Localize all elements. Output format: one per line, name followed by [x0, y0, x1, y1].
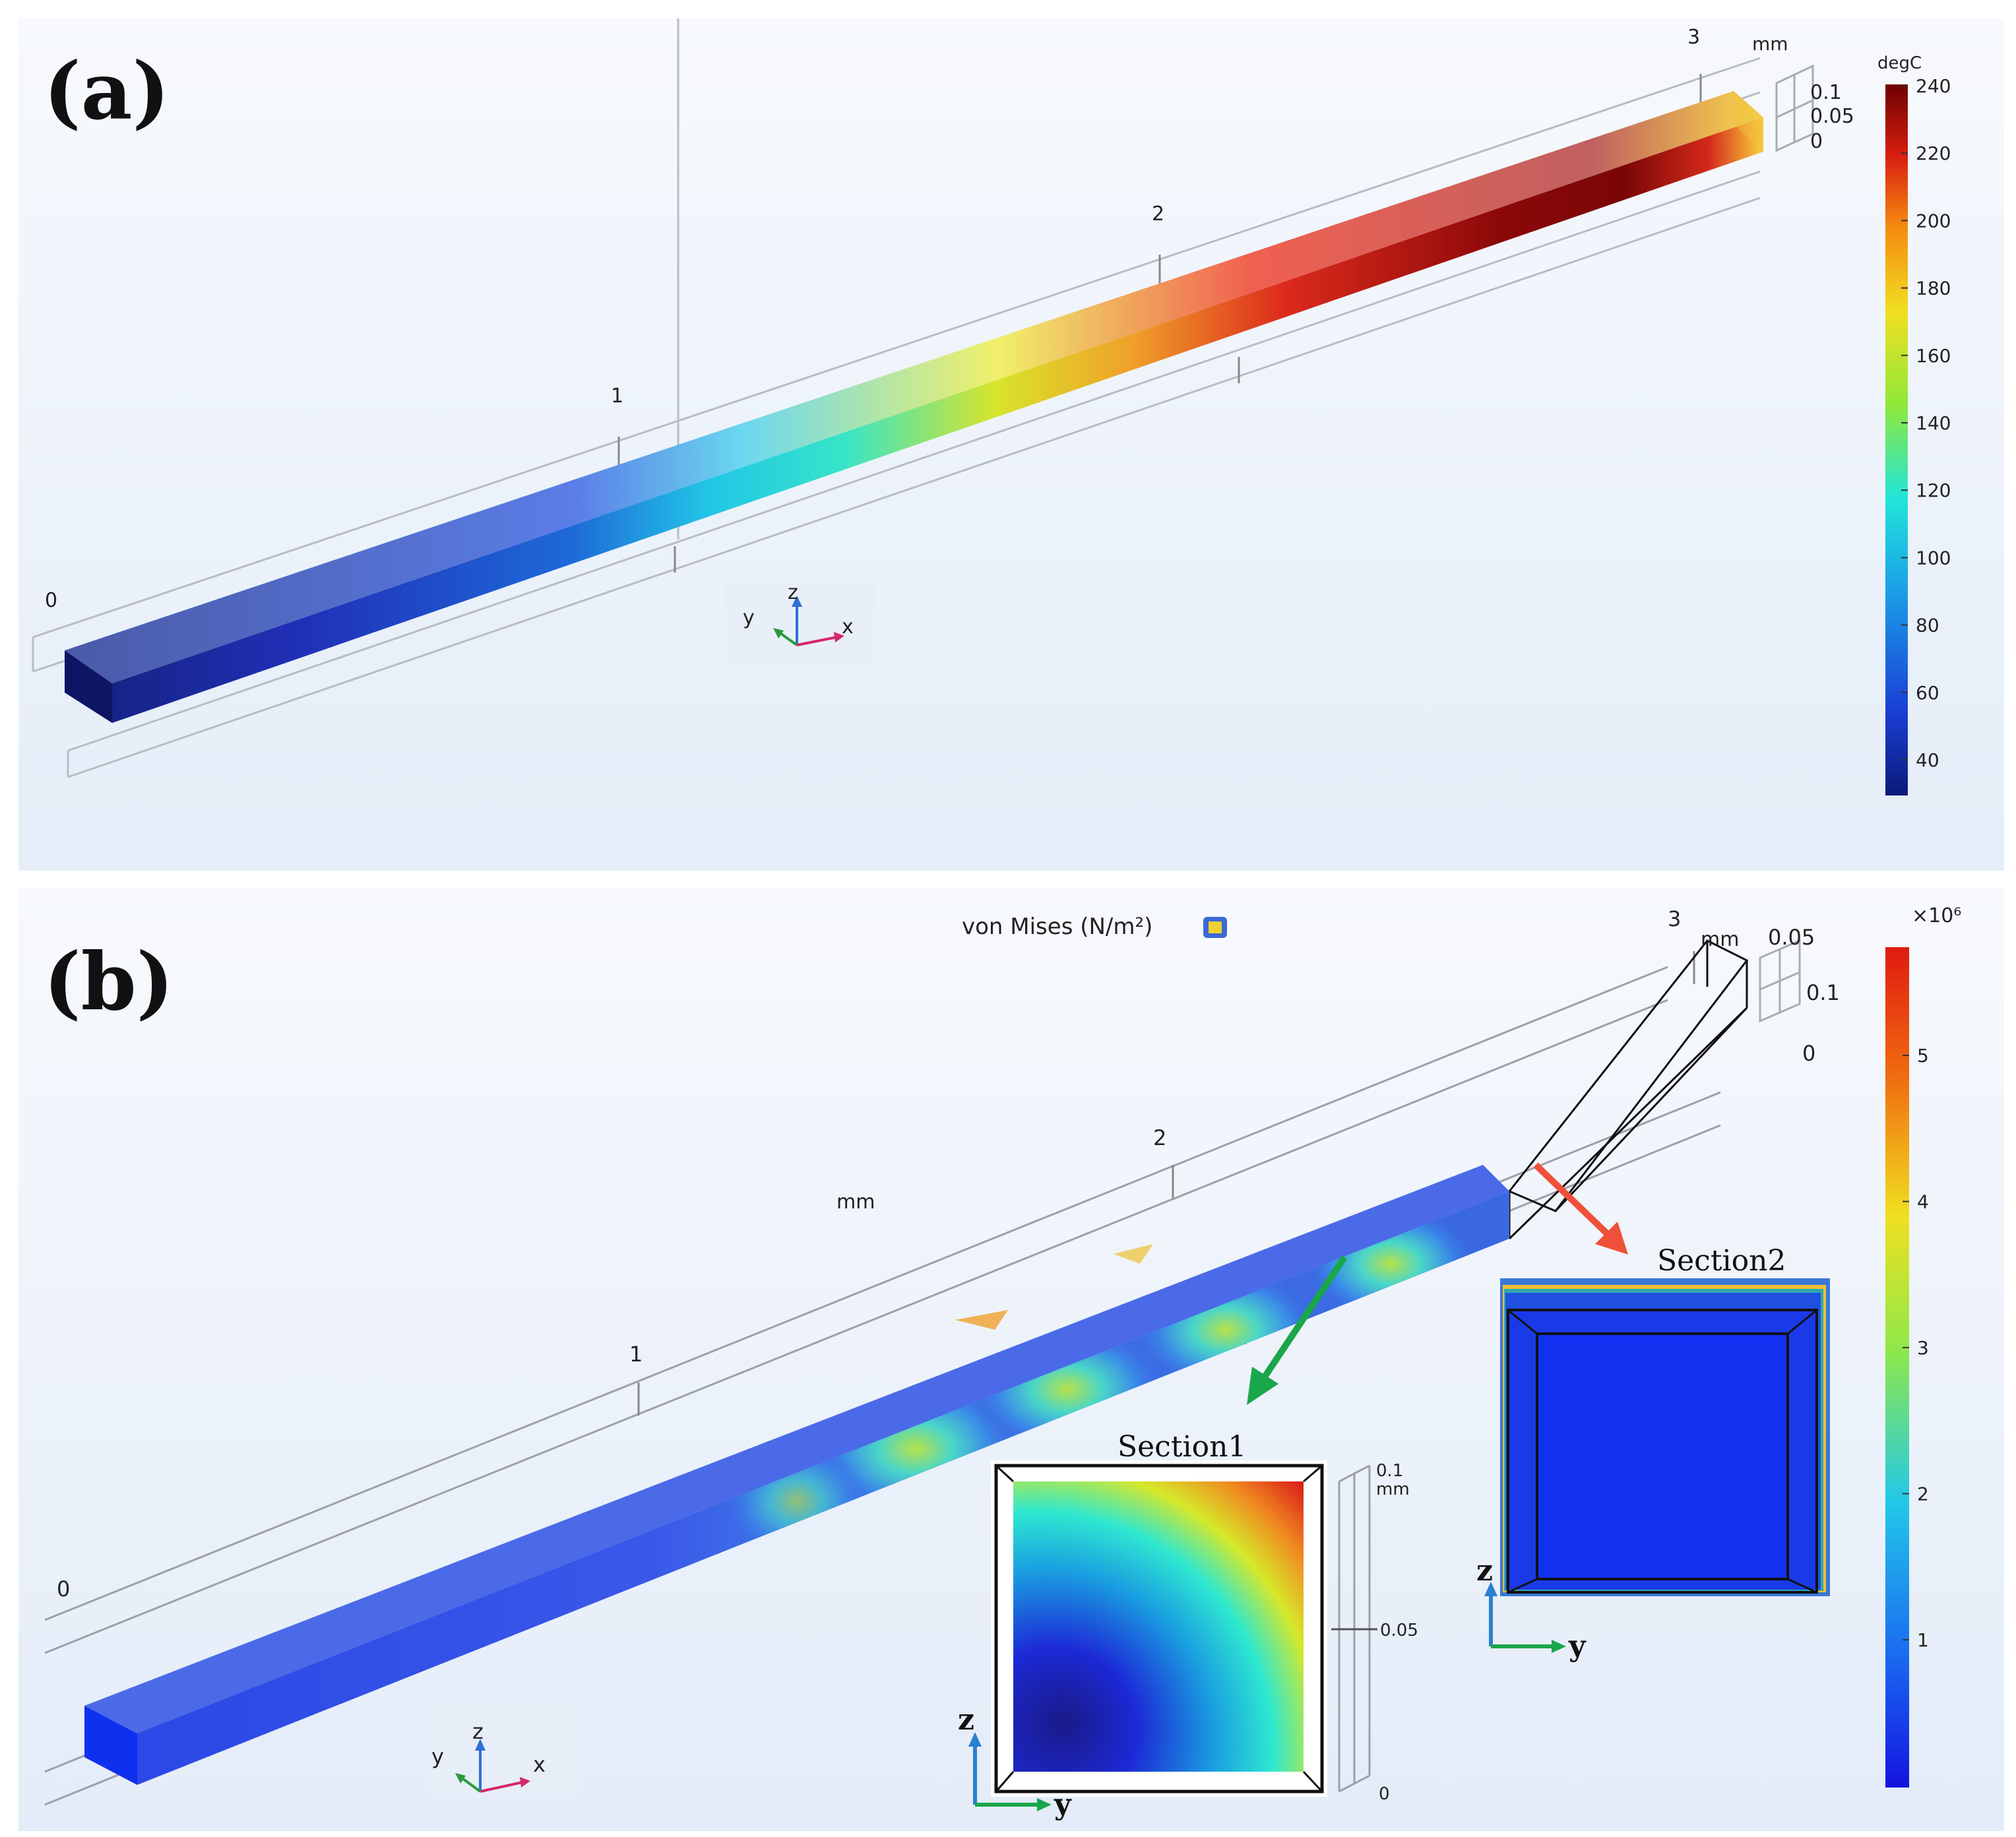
panel-a-colorbar-tick-3: 180 — [1916, 278, 1951, 299]
panel-b-beam-top-hot-2 — [1114, 1244, 1153, 1264]
panel-b-beam-top-hot — [955, 1310, 1008, 1330]
panel-a: (a) — [18, 18, 2004, 871]
section1-title: Section1 — [1118, 1430, 1246, 1464]
beam-far-end — [1734, 91, 1763, 152]
section1-axis-y: y — [1054, 1788, 1072, 1821]
section2-inset: Section2 z y — [1476, 1244, 1830, 1663]
panel-b-label: (b) — [44, 935, 174, 1028]
panel-a-colorbar-tick-1: 220 — [1916, 142, 1951, 164]
section2-axis-y: y — [1568, 1629, 1587, 1663]
section1-scale-3: 0 — [1379, 1784, 1390, 1804]
panel-b-colorbar-tick-2: 3 — [1917, 1337, 1929, 1359]
panel-b-triad-y: y — [431, 1744, 444, 1769]
panel-a-triad-z: z — [788, 581, 798, 604]
panel-a-tick-1: 1 — [611, 385, 623, 408]
panel-b-tick-3: 3 — [1668, 906, 1681, 931]
panel-a-colorbar-tick-10: 40 — [1916, 749, 1939, 771]
panel-a-triad-x: x — [842, 615, 854, 638]
panel-a-colorbar-tick-5: 140 — [1916, 412, 1951, 434]
section2-axis-z: z — [1476, 1554, 1493, 1588]
panel-b-dim-tick-2: 0 — [1802, 1041, 1815, 1066]
panel-b-colorbar-exponent: ×10⁶ — [1912, 904, 1961, 927]
section2-title: Section2 — [1657, 1244, 1786, 1278]
panel-b-empty-beam — [1507, 939, 1749, 1240]
panel-b-dim-tick-0: 0.05 — [1768, 925, 1815, 950]
panel-a-tick-2: 2 — [1152, 202, 1164, 226]
panel-a-colorbar-tick-9: 60 — [1916, 682, 1939, 704]
section1-arrow — [1247, 1255, 1348, 1405]
panel-b-mid-unit: mm — [836, 1191, 875, 1214]
section1-inset: Section1 0.1 mm 0.05 0 z y — [958, 1430, 1418, 1821]
panel-a-colorbar-unit: degC — [1877, 53, 1922, 73]
panel-b-colorbar-ticks: 5 4 3 2 1 — [1903, 1045, 1929, 1651]
panel-a-triad: z x y — [724, 579, 876, 665]
panel-b-unit: mm — [1701, 928, 1739, 951]
panel-a-tick-3: 3 — [1687, 26, 1700, 49]
section1-scale-2: 0.05 — [1380, 1621, 1418, 1640]
panel-b-colorbar-tick-4: 1 — [1917, 1629, 1929, 1651]
panel-b-tick-1: 1 — [629, 1342, 643, 1367]
panel-a-colorbar-tick-0: 240 — [1916, 75, 1951, 97]
panel-b-tick-2: 2 — [1153, 1125, 1166, 1150]
panel-a-dim-tick-1: 0.05 — [1810, 105, 1854, 128]
panel-a-figure: 0 1 2 3 mm 0.1 0.05 0 z x y degC 2402202… — [32, 18, 1951, 795]
panel-b-triad: z x y — [427, 1706, 579, 1798]
panel-a-colorbar-tick-4: 160 — [1916, 345, 1951, 367]
panel-b-colorbar-tick-1: 4 — [1917, 1191, 1929, 1213]
panel-b: (b) — [18, 888, 2004, 1831]
panel-b-title: von Mises (N/m²) — [962, 914, 1152, 940]
beam-end-face — [65, 650, 112, 723]
panel-b-triad-z: z — [472, 1719, 484, 1744]
panel-b-figure: von Mises (N/m²) 0 1 2 3 mm mm 0.05 0.1 … — [44, 904, 1961, 1821]
panel-b-beam-end — [84, 1706, 137, 1785]
section1-axis-z: z — [958, 1703, 974, 1737]
panel-a-colorbar: degC 240 220 200 180 160 140 120 100 80 60 40 — [1877, 53, 1951, 795]
panel-b-colorbar-tick-3: 2 — [1917, 1483, 1929, 1505]
panel-b-colorbar-tick-0: 5 — [1917, 1045, 1929, 1067]
panel-a-tick-marks — [617, 74, 1702, 573]
panel-a-colorbar-tick-7: 100 — [1916, 547, 1951, 569]
section2-arrow — [1533, 1162, 1628, 1255]
panel-a-label: (a) — [44, 45, 170, 138]
section1-scale-1: mm — [1376, 1479, 1410, 1499]
panel-a-tick-0: 0 — [45, 589, 57, 612]
section1-scale-0: 0.1 — [1376, 1461, 1403, 1481]
panel-b-tick-0: 0 — [57, 1576, 70, 1602]
panel-a-unit: mm — [1752, 33, 1788, 55]
panel-a-dim-box — [1775, 64, 1814, 152]
panel-b-title-icon — [1203, 917, 1227, 938]
panel-a-dim-tick-2: 0 — [1810, 130, 1823, 153]
panel-b-beam-top — [84, 1165, 1509, 1733]
panel-b-colorbar: ×10⁶ 5 4 3 2 1 — [1885, 904, 1961, 1788]
panel-a-colorbar-tick-2: 200 — [1916, 210, 1951, 232]
panel-b-dim-tick-1: 0.1 — [1806, 980, 1840, 1005]
panel-a-colorbar-tick-8: 80 — [1916, 615, 1939, 637]
panel-a-colorbar-ticks: 240 220 200 180 160 140 120 100 80 60 40 — [1901, 75, 1951, 771]
panel-a-colorbar-tick-6: 120 — [1916, 480, 1951, 501]
panel-a-dim-tick-0: 0.1 — [1810, 81, 1842, 104]
panel-b-triad-x: x — [533, 1752, 546, 1777]
panel-b-dim-box — [1759, 939, 1801, 1023]
beam-front-face — [112, 117, 1763, 723]
panel-a-triad-y: y — [743, 606, 755, 629]
beam-top-face — [65, 91, 1763, 683]
